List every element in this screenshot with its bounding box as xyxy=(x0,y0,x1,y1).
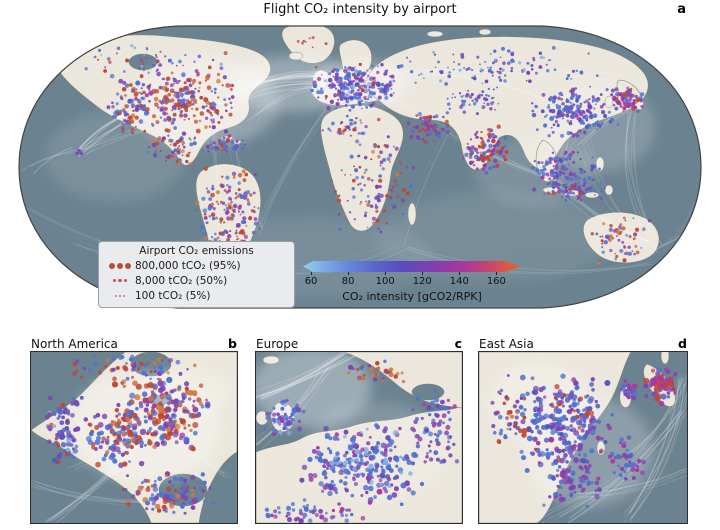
colorbar-tick: 160 xyxy=(486,276,506,287)
colorbar-tick: 120 xyxy=(412,276,432,287)
colorbar-tick: 100 xyxy=(375,276,395,287)
colorbar-tick-labels: 60 80 100 120 140 160 xyxy=(303,276,521,289)
legend-item: 100 tCO₂ (5%) xyxy=(105,288,288,303)
legend-dot-icon xyxy=(112,278,117,283)
east-asia-map xyxy=(479,352,687,523)
colorbar-tick: 60 xyxy=(304,276,318,287)
legend-item-label: 8,000 tCO₂ (50%) xyxy=(135,274,228,287)
emissions-size-legend: Airport CO₂ emissions 800,000 tCO₂ (95%)… xyxy=(98,241,295,308)
legend-dot-icon xyxy=(105,262,135,269)
colorbar-tick-mark xyxy=(459,272,461,275)
legend-dot-icon xyxy=(117,262,123,269)
panel-label-d: d xyxy=(678,336,687,351)
colorbar-tick-mark xyxy=(311,272,313,275)
panel-label-b: b xyxy=(228,336,237,351)
colorbar-tick-marks xyxy=(303,272,521,276)
world-map-panel: Airport CO₂ emissions 800,000 tCO₂ (95%)… xyxy=(15,22,705,312)
panel-north-america: North America b xyxy=(30,331,238,524)
legend-dot-icon xyxy=(119,294,121,297)
legend-dot-icon xyxy=(109,262,115,269)
legend-dot-icon xyxy=(105,278,135,283)
colorbar-tick-mark xyxy=(422,272,424,275)
legend-dot-icon xyxy=(123,278,128,283)
panel-title: Europe xyxy=(256,337,299,351)
figure-title: Flight CO₂ intensity by airport xyxy=(263,2,457,17)
panel-title: North America xyxy=(31,337,118,351)
legend-item-label: 800,000 tCO₂ (95%) xyxy=(135,259,241,272)
panel-title: East Asia xyxy=(479,337,534,351)
panel-europe: Europe c xyxy=(255,331,463,524)
colorbar-tick: 80 xyxy=(341,276,355,287)
europe-map xyxy=(256,352,462,523)
legend-title: Airport CO₂ emissions xyxy=(139,245,254,257)
colorbar-label: CO₂ intensity [gCO2/RPK] xyxy=(342,290,482,303)
panel-east-asia: East Asia d xyxy=(478,331,688,524)
colorbar-tick: 140 xyxy=(449,276,469,287)
colorbar-tick-mark xyxy=(496,272,498,275)
panel-label-c: c xyxy=(454,336,462,351)
legend-dot-icon xyxy=(123,294,125,297)
legend-dot-icon xyxy=(115,294,117,297)
legend-dot-icon xyxy=(105,294,135,297)
legend-item: 800,000 tCO₂ (95%) xyxy=(105,258,288,273)
colorbar-tick-mark xyxy=(385,272,387,275)
legend-item-label: 100 tCO₂ (5%) xyxy=(135,289,211,302)
north-america-map xyxy=(31,352,237,523)
colorbar-gradient xyxy=(303,261,521,272)
panel-label-a: a xyxy=(677,2,686,17)
world-map xyxy=(18,25,702,309)
colorbar-tick-mark xyxy=(348,272,350,275)
co2-intensity-colorbar: 60 80 100 120 140 160 CO₂ intensity [gCO… xyxy=(303,261,521,303)
legend-dot-icon xyxy=(125,262,131,269)
legend-dot-icon xyxy=(118,278,122,283)
legend-item: 8,000 tCO₂ (50%) xyxy=(105,273,288,288)
